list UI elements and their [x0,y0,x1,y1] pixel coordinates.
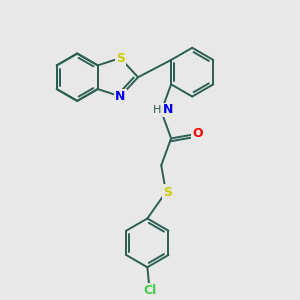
Text: H: H [153,105,161,115]
Text: N: N [163,103,173,116]
Text: O: O [193,128,203,140]
Text: S: S [163,186,172,199]
Text: S: S [116,52,125,64]
Text: Cl: Cl [143,284,156,297]
Text: N: N [115,90,125,103]
